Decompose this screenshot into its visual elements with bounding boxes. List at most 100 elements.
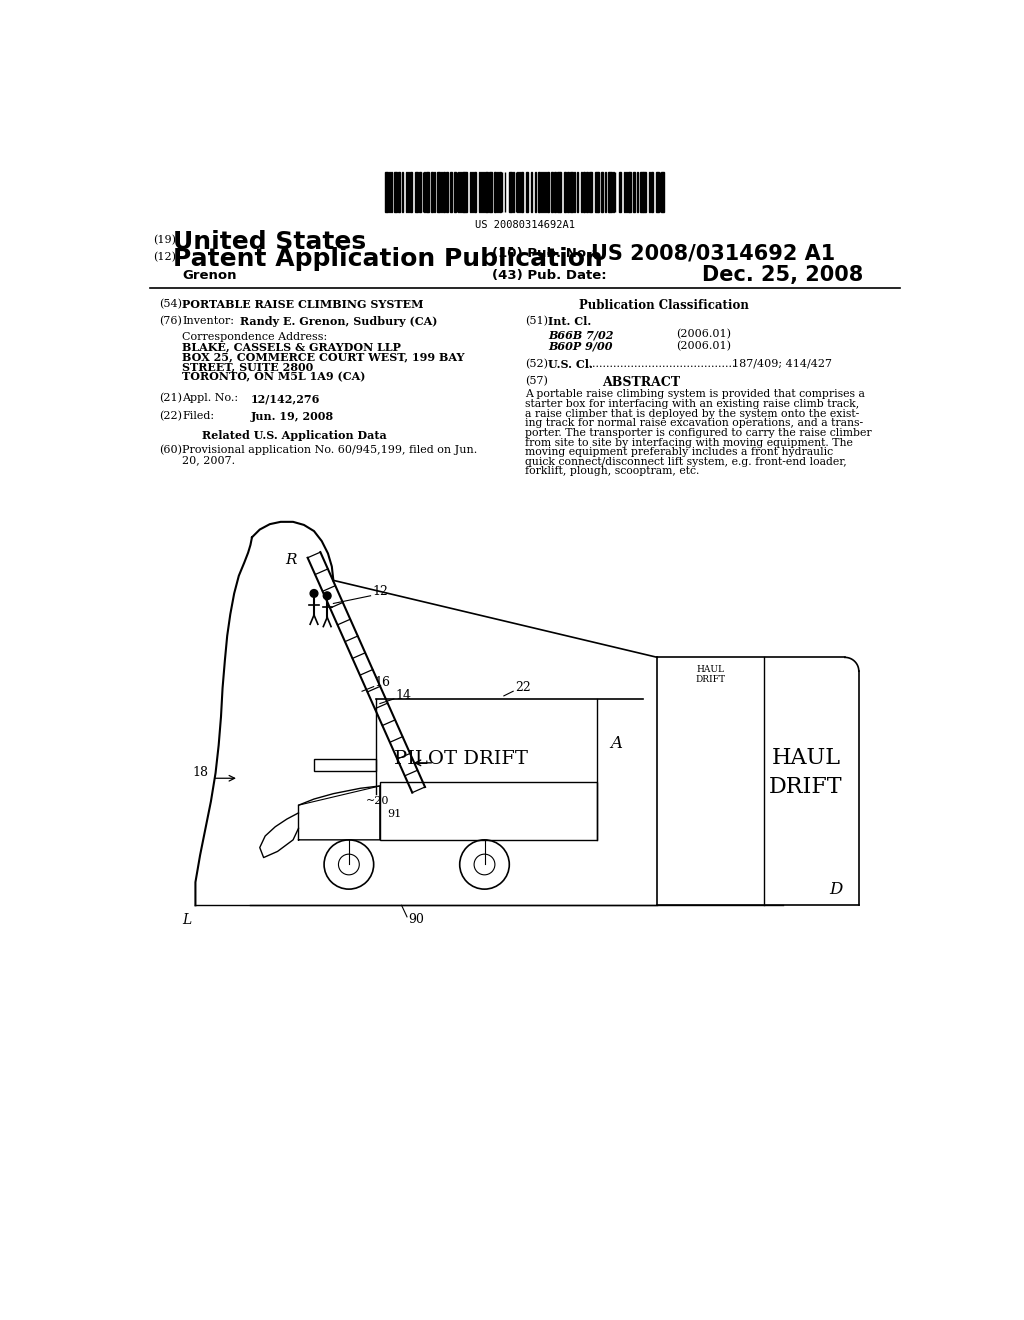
Bar (651, 172, 653, 213)
Bar (410, 172, 413, 213)
Bar (380, 781, 597, 840)
Bar (509, 172, 512, 213)
Text: Dec. 25, 2008: Dec. 25, 2008 (701, 265, 863, 285)
Text: B60P 9/00: B60P 9/00 (548, 341, 612, 352)
Text: BOX 25, COMMERCE COURT WEST, 199 BAY: BOX 25, COMMERCE COURT WEST, 199 BAY (182, 351, 465, 363)
Bar (464, 172, 467, 213)
Bar (445, 172, 449, 213)
Text: (12): (12) (153, 252, 176, 261)
Text: Randy E. Grenon, Sudbury (CA): Randy E. Grenon, Sudbury (CA) (241, 317, 437, 327)
Bar (554, 172, 556, 213)
Bar (643, 172, 646, 213)
Text: 12: 12 (372, 585, 388, 598)
Text: A portable raise climbing system is provided that comprises a: A portable raise climbing system is prov… (524, 389, 864, 400)
Text: STREET, SUITE 2800: STREET, SUITE 2800 (182, 362, 313, 372)
Text: (43) Pub. Date:: (43) Pub. Date: (493, 268, 607, 281)
Bar (630, 172, 631, 213)
Text: ...........................................: ........................................… (586, 359, 736, 368)
Text: D: D (828, 882, 843, 899)
Text: HAUL
DRIFT: HAUL DRIFT (695, 664, 725, 684)
Text: US 20080314692A1: US 20080314692A1 (475, 220, 574, 230)
Text: a raise climber that is deployed by the system onto the exist-: a raise climber that is deployed by the … (524, 409, 859, 418)
Bar (618, 172, 621, 213)
Bar (595, 172, 598, 213)
Bar (649, 172, 650, 213)
Bar (547, 172, 549, 213)
Text: BLAKE, CASSELS & GRAYDON LLP: BLAKE, CASSELS & GRAYDON LLP (182, 342, 401, 352)
Bar (521, 172, 523, 213)
Text: ing track for normal raise excavation operations, and a trans-: ing track for normal raise excavation op… (524, 418, 863, 428)
Bar (589, 172, 591, 213)
Text: forklift, plough, scooptram, etc.: forklift, plough, scooptram, etc. (524, 466, 699, 477)
Text: L: L (182, 913, 191, 927)
Bar (577, 172, 579, 213)
Bar (662, 172, 665, 213)
Text: (10) Pub. No.:: (10) Pub. No.: (493, 247, 597, 260)
Text: TORONTO, ON M5L 1A9 (CA): TORONTO, ON M5L 1A9 (CA) (182, 372, 366, 383)
Text: 18: 18 (193, 767, 208, 779)
Bar (500, 172, 501, 213)
Text: 16: 16 (375, 676, 390, 689)
Text: Appl. No.:: Appl. No.: (182, 393, 239, 403)
Bar (450, 172, 452, 213)
Text: moving equipment preferably includes a front hydraulic: moving equipment preferably includes a f… (524, 447, 833, 457)
Bar (489, 172, 493, 213)
Bar (494, 172, 496, 213)
Bar (586, 172, 588, 213)
Text: 187/409; 414/427: 187/409; 414/427 (732, 359, 833, 368)
Bar (462, 172, 464, 213)
Text: (54): (54) (159, 298, 182, 309)
Text: ABSTRACT: ABSTRACT (602, 376, 680, 389)
Bar (391, 172, 392, 213)
Text: R: R (286, 553, 297, 568)
Text: Grenon: Grenon (182, 268, 237, 281)
Bar (426, 172, 429, 213)
Text: (22): (22) (159, 411, 182, 421)
Bar (538, 172, 541, 213)
Text: ~20: ~20 (366, 796, 389, 807)
Bar (454, 172, 456, 213)
Bar (420, 172, 421, 213)
Bar (567, 172, 569, 213)
Text: (2006.01): (2006.01) (676, 330, 731, 339)
Text: 14: 14 (395, 689, 412, 702)
Text: Patent Application Publication: Patent Application Publication (173, 247, 603, 271)
Text: Provisional application No. 60/945,199, filed on Jun.: Provisional application No. 60/945,199, … (182, 445, 477, 455)
Bar (480, 172, 482, 213)
Bar (609, 172, 611, 213)
Bar (655, 172, 658, 213)
Text: 91: 91 (388, 809, 401, 820)
Text: (21): (21) (159, 393, 182, 404)
Text: PORTABLE RAISE CLIMBING SYSTEM: PORTABLE RAISE CLIMBING SYSTEM (182, 298, 424, 310)
Bar (385, 172, 388, 213)
Bar (314, 759, 376, 771)
Bar (398, 172, 400, 213)
Text: from site to site by interfacing with moving equipment. The: from site to site by interfacing with mo… (524, 437, 853, 447)
Text: Int. Cl.: Int. Cl. (548, 317, 591, 327)
Text: (52): (52) (524, 359, 548, 368)
Bar (443, 172, 445, 213)
Bar (518, 172, 520, 213)
Circle shape (324, 591, 331, 599)
Bar (551, 172, 553, 213)
Bar (557, 172, 560, 213)
Text: (76): (76) (159, 317, 182, 326)
Text: (57): (57) (524, 376, 548, 387)
Text: 12/142,276: 12/142,276 (251, 393, 319, 404)
Text: (2006.01): (2006.01) (676, 341, 731, 351)
Bar (394, 172, 397, 213)
Text: (19): (19) (153, 235, 176, 246)
Text: 20, 2007.: 20, 2007. (182, 455, 236, 465)
Text: U.S. Cl.: U.S. Cl. (548, 359, 593, 370)
Text: PILOT DRIFT: PILOT DRIFT (394, 750, 528, 768)
Text: Publication Classification: Publication Classification (579, 298, 749, 312)
Text: Related U.S. Application Data: Related U.S. Application Data (202, 430, 386, 441)
Text: B66B 7/02: B66B 7/02 (548, 330, 613, 341)
Bar (640, 172, 643, 213)
Bar (401, 172, 403, 213)
Bar (569, 172, 572, 213)
Bar (543, 172, 544, 213)
Text: United States: United States (173, 230, 366, 253)
Text: (60): (60) (159, 445, 182, 455)
Text: 22: 22 (515, 681, 530, 694)
